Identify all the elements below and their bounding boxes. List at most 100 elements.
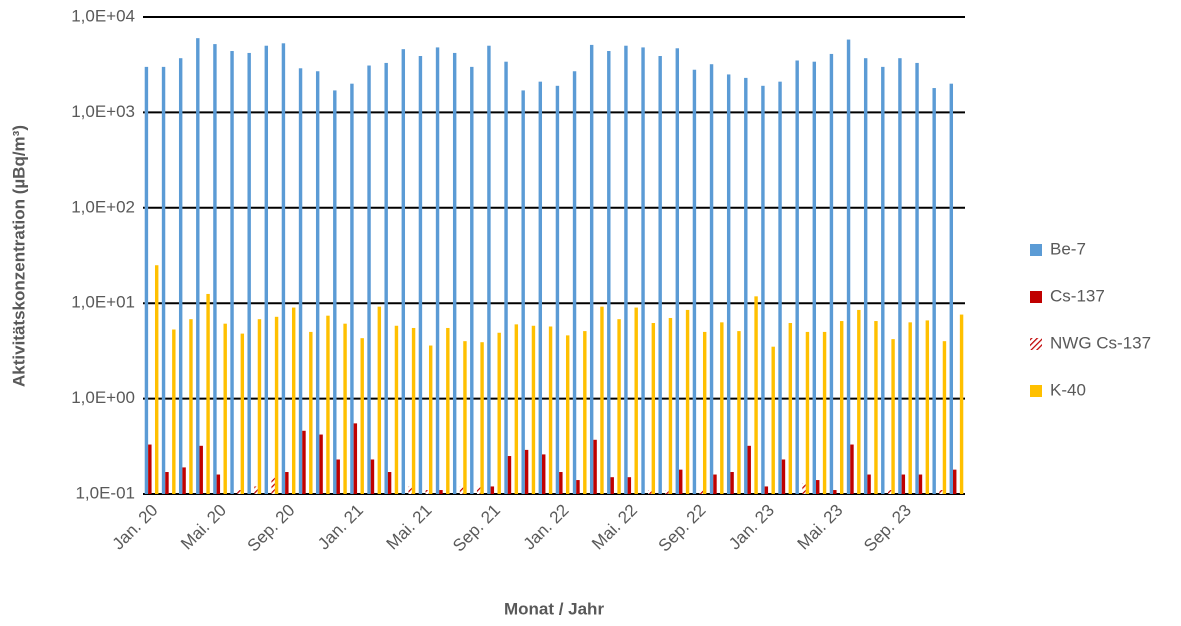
bar <box>692 69 697 495</box>
x-tick-label: Sep. 23 <box>860 501 915 556</box>
bar <box>182 467 186 494</box>
y-tick-label: 1,0E+04 <box>71 6 135 25</box>
bar <box>514 324 519 494</box>
x-tick-label: Jan. 20 <box>109 501 162 554</box>
bar <box>538 81 543 494</box>
bar <box>713 474 717 494</box>
bar <box>651 323 656 494</box>
bar <box>764 486 769 494</box>
x-tick-label: Jan. 22 <box>520 501 573 554</box>
bar <box>408 486 412 494</box>
bar <box>199 445 203 494</box>
bar <box>281 43 286 495</box>
x-tick-label: Mai. 23 <box>794 501 847 554</box>
legend-swatch <box>1030 291 1042 303</box>
bar <box>161 66 166 494</box>
bar <box>384 62 388 494</box>
bar <box>850 444 854 494</box>
bar <box>576 480 580 494</box>
bar <box>610 477 614 494</box>
bar <box>206 293 210 494</box>
bar <box>901 474 906 494</box>
bar <box>394 325 399 494</box>
bar <box>624 45 628 494</box>
bar <box>216 474 221 494</box>
legend-label: Cs-137 <box>1050 286 1105 305</box>
bar <box>702 331 707 494</box>
bar <box>196 38 200 495</box>
bar <box>720 322 724 494</box>
bar <box>627 477 632 494</box>
bar <box>726 74 731 494</box>
bar <box>370 459 375 494</box>
bar <box>891 339 895 494</box>
bar <box>240 333 245 494</box>
bar <box>446 327 450 494</box>
bar <box>648 490 652 494</box>
bar <box>333 90 337 495</box>
bar <box>144 66 149 494</box>
bar <box>881 66 885 494</box>
bar <box>504 61 508 495</box>
x-tick-label: Mai. 20 <box>177 501 230 554</box>
bar <box>302 430 306 494</box>
bar <box>942 341 947 494</box>
bar <box>802 483 806 494</box>
x-tick-label: Jan. 21 <box>314 501 367 554</box>
bar <box>401 49 406 494</box>
x-tick-label: Sep. 20 <box>244 501 299 556</box>
bar <box>463 341 467 494</box>
bar <box>213 44 217 494</box>
legend-swatch <box>1030 338 1042 350</box>
bar <box>428 345 433 494</box>
bar <box>309 331 313 494</box>
bar <box>863 58 868 495</box>
bar <box>223 323 227 494</box>
bar <box>367 65 371 494</box>
bar <box>805 331 810 494</box>
bar <box>531 325 536 494</box>
bar <box>812 61 817 495</box>
bar <box>521 90 525 495</box>
bar <box>326 315 330 494</box>
bar <box>497 332 501 494</box>
bar <box>867 474 871 494</box>
bar <box>435 47 440 495</box>
bar <box>593 439 597 494</box>
bar <box>795 60 799 494</box>
legend-label: Be-7 <box>1050 239 1086 258</box>
bar <box>589 44 594 495</box>
bar <box>932 88 936 495</box>
legend-swatch <box>1030 244 1042 256</box>
bar <box>452 52 457 494</box>
y-tick-label: 1,0E+01 <box>71 293 135 312</box>
bar <box>839 321 844 494</box>
bar <box>744 77 748 494</box>
bar <box>675 48 680 495</box>
bar <box>343 323 347 494</box>
bar <box>699 490 703 494</box>
bar <box>559 472 563 494</box>
bar <box>778 81 782 494</box>
bar <box>291 307 296 494</box>
x-tick-label: Mai. 21 <box>383 501 436 554</box>
bar <box>524 449 529 494</box>
bar <box>230 51 234 494</box>
bar <box>254 486 258 494</box>
bar <box>641 47 645 495</box>
bar <box>285 472 289 494</box>
bar <box>607 51 611 494</box>
bar <box>247 52 251 494</box>
bar <box>172 329 176 494</box>
bar <box>918 474 923 494</box>
bar <box>754 296 758 494</box>
bar <box>154 265 159 494</box>
bar <box>747 445 751 494</box>
bar <box>737 331 741 494</box>
bar <box>360 338 364 494</box>
bar <box>411 327 416 494</box>
bar <box>658 56 662 494</box>
bar <box>771 346 775 494</box>
x-tick-label: Sep. 22 <box>655 501 710 556</box>
